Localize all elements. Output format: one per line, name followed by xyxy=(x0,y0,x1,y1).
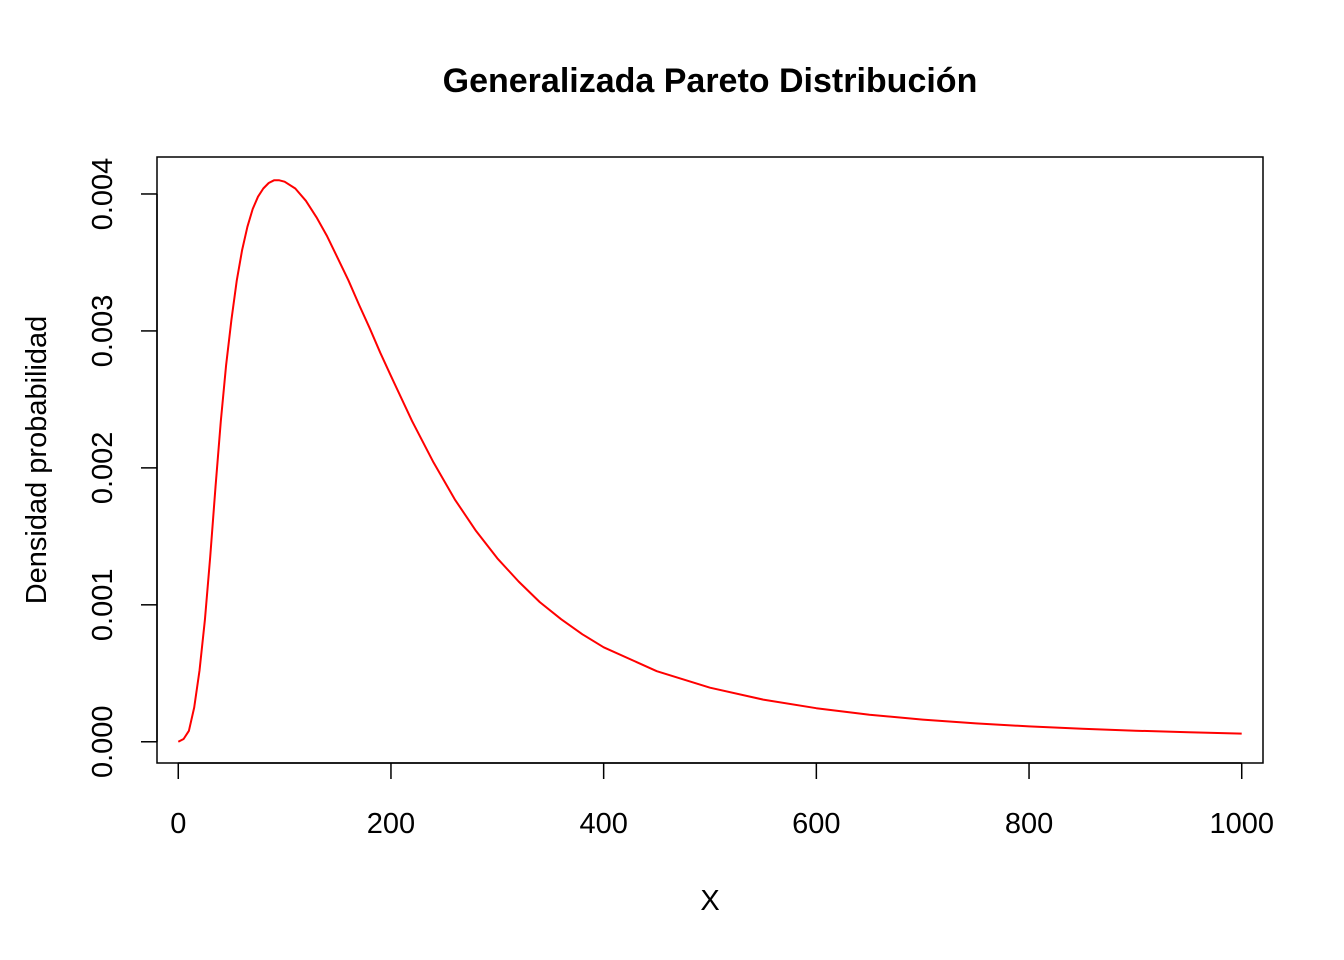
series-layer xyxy=(177,179,1242,743)
y-axis-label: Densidad probabilidad xyxy=(21,316,53,605)
y-tick-label: 0.001 xyxy=(87,569,119,642)
y-tick-label: 0.002 xyxy=(87,432,119,505)
x-tick-label: 200 xyxy=(367,808,415,840)
y-tick-label: 0.000 xyxy=(87,705,119,778)
x-axis: 0 200 400 600 800 1000 xyxy=(170,762,1274,840)
x-tick-label: 800 xyxy=(1005,808,1053,840)
x-axis-label: X xyxy=(700,885,719,917)
x-tick-label: 1000 xyxy=(1209,808,1274,840)
y-axis: 0.000 0.001 0.002 0.003 0.004 xyxy=(87,158,158,778)
density-line xyxy=(177,179,1242,743)
plot-frame xyxy=(156,156,1264,764)
x-tick-label: 400 xyxy=(579,808,627,840)
x-tick-label: 600 xyxy=(792,808,840,840)
x-tick-label: 0 xyxy=(170,808,186,840)
chart-title: Generalizada Pareto Distribución xyxy=(443,62,978,100)
y-tick-label: 0.004 xyxy=(87,158,119,231)
y-tick-label: 0.003 xyxy=(87,295,119,368)
